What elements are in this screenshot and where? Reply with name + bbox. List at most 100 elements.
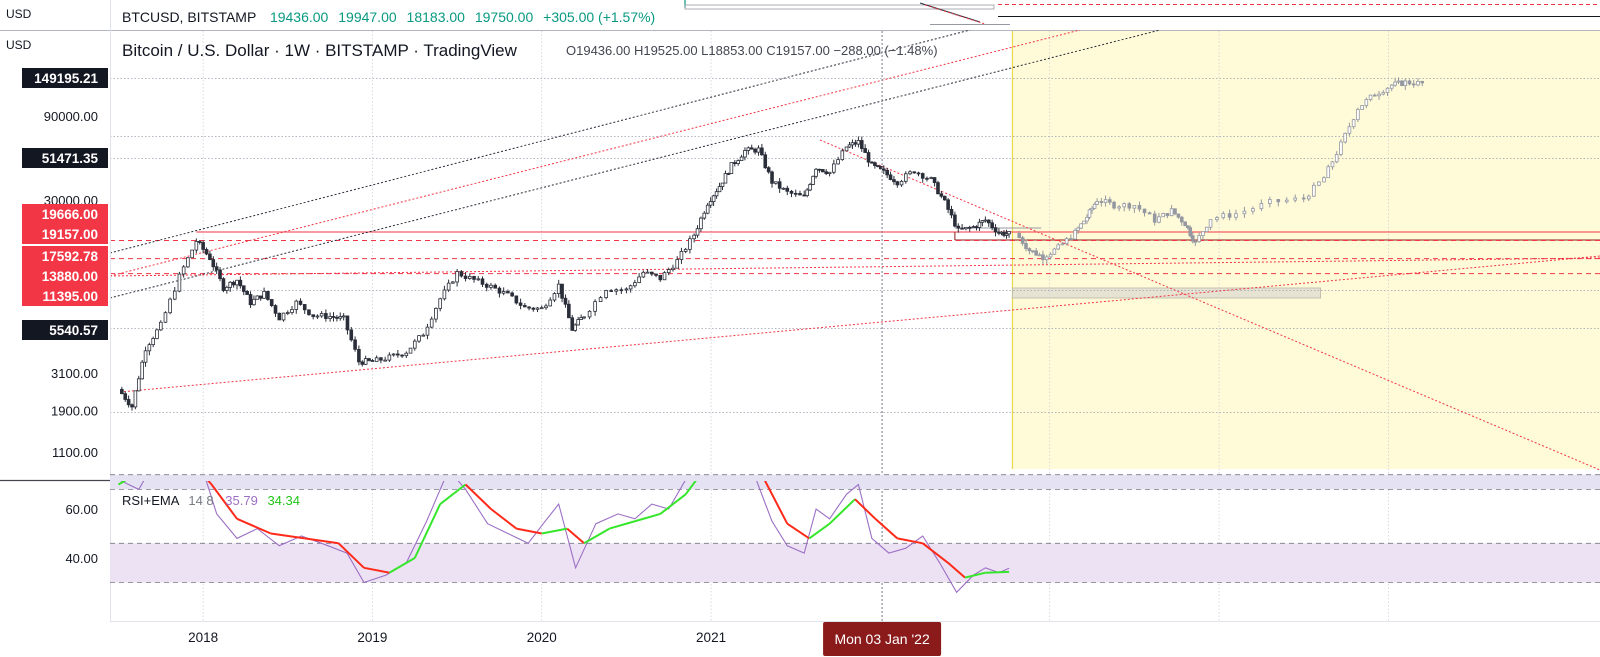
price-candle	[946, 199, 950, 210]
projection-candle	[1420, 80, 1425, 84]
price-candle	[964, 226, 968, 230]
price-badge-label: 51471.35	[42, 151, 99, 166]
price-candle	[870, 161, 874, 164]
price-candle	[739, 156, 744, 161]
top-symbol-label[interactable]: BTCUSD, BITSTAMP 19436.00 19947.00 18183…	[122, 9, 655, 25]
price-candle	[208, 253, 212, 260]
top-low: 18183.00	[407, 9, 466, 25]
rsi-lower-band	[110, 543, 1600, 583]
rsi-panel[interactable]: 60.00 40.00 RSI+EMA 14 8 35.79 34.34	[65, 440, 1600, 621]
projection-candle	[1095, 201, 1099, 205]
support-trend-2	[110, 257, 1600, 277]
price-candle	[225, 286, 229, 291]
price-candle	[683, 248, 688, 252]
price-candle	[383, 359, 387, 362]
price-candle	[214, 266, 219, 271]
price-candle	[120, 388, 124, 395]
price-candle	[241, 285, 246, 292]
price-candle	[793, 192, 798, 195]
price-candle	[255, 295, 260, 300]
price-candle	[123, 393, 128, 400]
price-candle	[451, 281, 455, 284]
projection-candle	[1090, 207, 1094, 211]
price-candle	[939, 193, 944, 197]
price-candle	[387, 354, 392, 361]
price-candle	[425, 326, 430, 336]
projection-candle	[1117, 206, 1121, 209]
projection-candle	[1416, 80, 1420, 86]
price-candle	[850, 142, 855, 146]
price-candle	[856, 140, 861, 145]
price-candle	[172, 290, 177, 300]
projection-candle	[1092, 203, 1097, 209]
projection-candle	[1208, 219, 1213, 228]
price-candle	[463, 275, 468, 279]
projection-candle	[1188, 227, 1193, 237]
price-candle	[628, 285, 633, 290]
projection-candle	[1076, 227, 1080, 231]
rsi-legend[interactable]: RSI+EMA 14 8 35.79 34.34	[122, 493, 300, 508]
projection-candle	[1087, 209, 1092, 218]
price-candle	[785, 187, 790, 192]
time-axis[interactable]: 2018 2019 2020 2021 Mon 03 Jan '22	[0, 621, 1600, 657]
price-candle	[614, 289, 619, 292]
price-candle	[749, 147, 754, 150]
price-candle	[899, 180, 904, 186]
projection-candle	[1176, 213, 1181, 218]
price-candle	[539, 307, 544, 310]
price-candle	[916, 172, 921, 175]
price-candle	[363, 358, 368, 365]
price-candle	[619, 289, 624, 292]
price-candle	[563, 297, 568, 305]
price-candle	[798, 193, 802, 196]
ema-segment	[947, 562, 966, 579]
projection-candle	[1137, 205, 1142, 210]
price-tick-label: 1100.00	[52, 445, 98, 460]
ema-segment	[634, 512, 661, 523]
ema-segment	[659, 493, 687, 515]
price-candle	[527, 306, 531, 309]
price-candle	[476, 278, 481, 281]
projection-candle	[1034, 250, 1038, 256]
projection-candle	[1037, 254, 1042, 257]
ema-segment	[304, 537, 339, 545]
price-candle	[126, 399, 131, 406]
ema-segment	[828, 498, 856, 525]
price-candle	[936, 182, 940, 195]
price-candle	[442, 289, 447, 300]
price-candle	[468, 276, 472, 279]
price-candle	[573, 324, 578, 331]
price-candle	[177, 273, 182, 292]
price-candle	[245, 291, 249, 295]
price-badge-label: 19666.00	[42, 207, 98, 222]
projection-candle	[1322, 177, 1326, 183]
price-candle	[367, 358, 371, 361]
price-candle	[743, 150, 747, 158]
projection-candle	[1407, 80, 1412, 85]
projection-candle	[1389, 84, 1394, 89]
ema-segment	[439, 483, 467, 505]
price-candle	[335, 316, 339, 319]
price-candle	[814, 168, 818, 177]
price-candle	[379, 357, 383, 361]
price-candle	[455, 271, 459, 283]
price-candle	[408, 347, 413, 354]
ema-segment	[464, 483, 492, 510]
price-candle	[285, 312, 290, 314]
price-candle	[396, 353, 400, 356]
price-candle	[847, 144, 852, 148]
main-title[interactable]: Bitcoin / U.S. Dollar · 1W · BITSTAMP · …	[122, 41, 518, 60]
main-panel[interactable]	[110, 30, 1600, 621]
price-axis[interactable]: 90000.0030000.003100.001900.001100.00149…	[22, 68, 108, 460]
price-candle	[147, 344, 152, 352]
rsi-axis: 60.00 40.00	[65, 502, 98, 566]
price-candle	[258, 295, 263, 299]
projection-candle	[1112, 201, 1116, 209]
price-candle	[675, 259, 680, 269]
projection-candle	[1169, 208, 1174, 217]
projection-candle	[1132, 205, 1137, 209]
ema-segment	[897, 537, 923, 545]
price-candle	[248, 294, 253, 306]
price-candle	[501, 291, 506, 294]
